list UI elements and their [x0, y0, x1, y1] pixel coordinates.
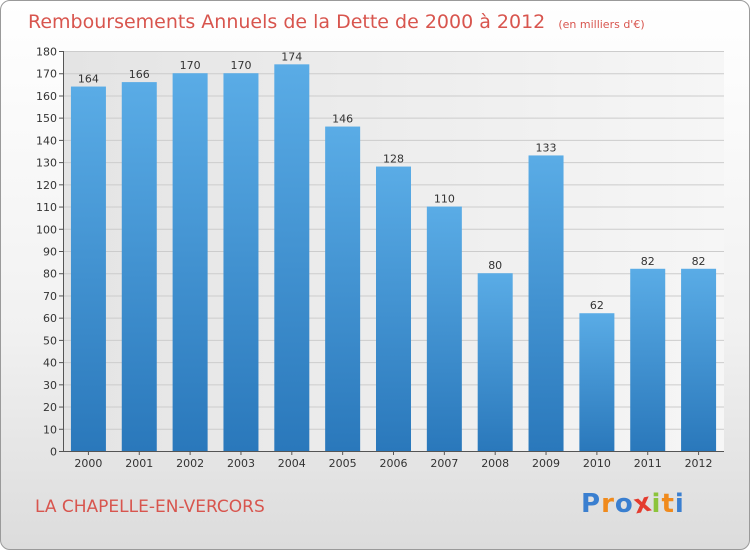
y-tick-label: 50 [43, 334, 57, 347]
y-tick-label: 160 [36, 90, 57, 103]
title-text: Remboursements Annuels de la Dette de 20… [28, 11, 546, 33]
x-tick-label: 2009 [532, 457, 560, 470]
chart-title: Remboursements Annuels de la Dette de 20… [28, 11, 645, 33]
x-tick-label: 2008 [481, 457, 509, 470]
bar-2005 [325, 126, 361, 452]
y-tick-label: 170 [36, 68, 57, 81]
y-tick-label: 10 [43, 423, 57, 436]
x-tick-label: 2000 [74, 457, 102, 470]
data-label: 82 [641, 255, 655, 268]
x-tick-label: 2006 [380, 457, 408, 470]
y-tick-label: 90 [43, 246, 57, 259]
bar-2007 [426, 206, 462, 451]
y-tick-label: 80 [43, 268, 57, 281]
logo-letter: P [581, 489, 602, 519]
y-tick-label: 110 [36, 201, 57, 214]
y-tick-label: 30 [43, 379, 57, 392]
logo-letter: i [651, 489, 662, 519]
y-tick-label: 20 [43, 401, 57, 414]
bar-2002 [172, 73, 208, 451]
bar-2006 [376, 166, 411, 452]
y-tick-label: 140 [36, 134, 57, 147]
bar-2000 [70, 86, 106, 452]
bar-2001 [121, 82, 157, 451]
data-label: 170 [230, 59, 251, 72]
y-tick-label: 100 [36, 223, 57, 236]
bar-2009 [528, 155, 564, 451]
data-label: 62 [590, 299, 604, 312]
data-label: 128 [383, 153, 404, 166]
data-label: 82 [692, 255, 706, 268]
y-tick-label: 120 [36, 179, 57, 192]
x-tick-label: 2001 [125, 457, 153, 470]
y-tick-label: 70 [43, 290, 57, 303]
data-label: 146 [332, 113, 353, 126]
x-tick-label: 2011 [634, 457, 662, 470]
y-tick-label: 40 [43, 357, 57, 370]
x-tick-label: 2005 [329, 457, 357, 470]
bar-2004 [274, 64, 310, 452]
data-label: 174 [281, 50, 302, 63]
data-label: 133 [536, 141, 557, 154]
y-tick-label: 60 [43, 312, 57, 325]
x-tick-label: 2007 [430, 457, 458, 470]
logo-letter: r [601, 489, 615, 519]
bar-2003 [223, 73, 259, 451]
unit-label: (en milliers d'€) [558, 18, 645, 31]
bar-2010 [579, 313, 615, 451]
y-tick-label: 180 [36, 46, 57, 59]
data-label: 170 [180, 59, 201, 72]
logo-letter: o [614, 489, 634, 519]
bar-2012 [681, 268, 717, 451]
commune-name: LA CHAPELLE-EN-VERCORS [35, 497, 265, 517]
data-label: 80 [488, 259, 502, 272]
x-tick-label: 2012 [685, 457, 713, 470]
logo-letter: i [674, 489, 685, 519]
proxiti-logo: Proxiti [581, 487, 685, 520]
y-tick-label: 0 [50, 446, 57, 459]
x-tick-label: 2002 [176, 457, 204, 470]
bar-2011 [630, 268, 666, 451]
x-tick-label: 2010 [583, 457, 611, 470]
data-label: 110 [434, 193, 455, 206]
y-tick-label: 150 [36, 112, 57, 125]
bar-2008 [477, 273, 513, 451]
data-label: 166 [129, 68, 150, 81]
x-tick-label: 2004 [278, 457, 306, 470]
x-tick-label: 2003 [227, 457, 255, 470]
data-label: 164 [78, 73, 99, 86]
y-tick-label: 130 [36, 157, 57, 170]
logo-letter: t [661, 489, 675, 519]
